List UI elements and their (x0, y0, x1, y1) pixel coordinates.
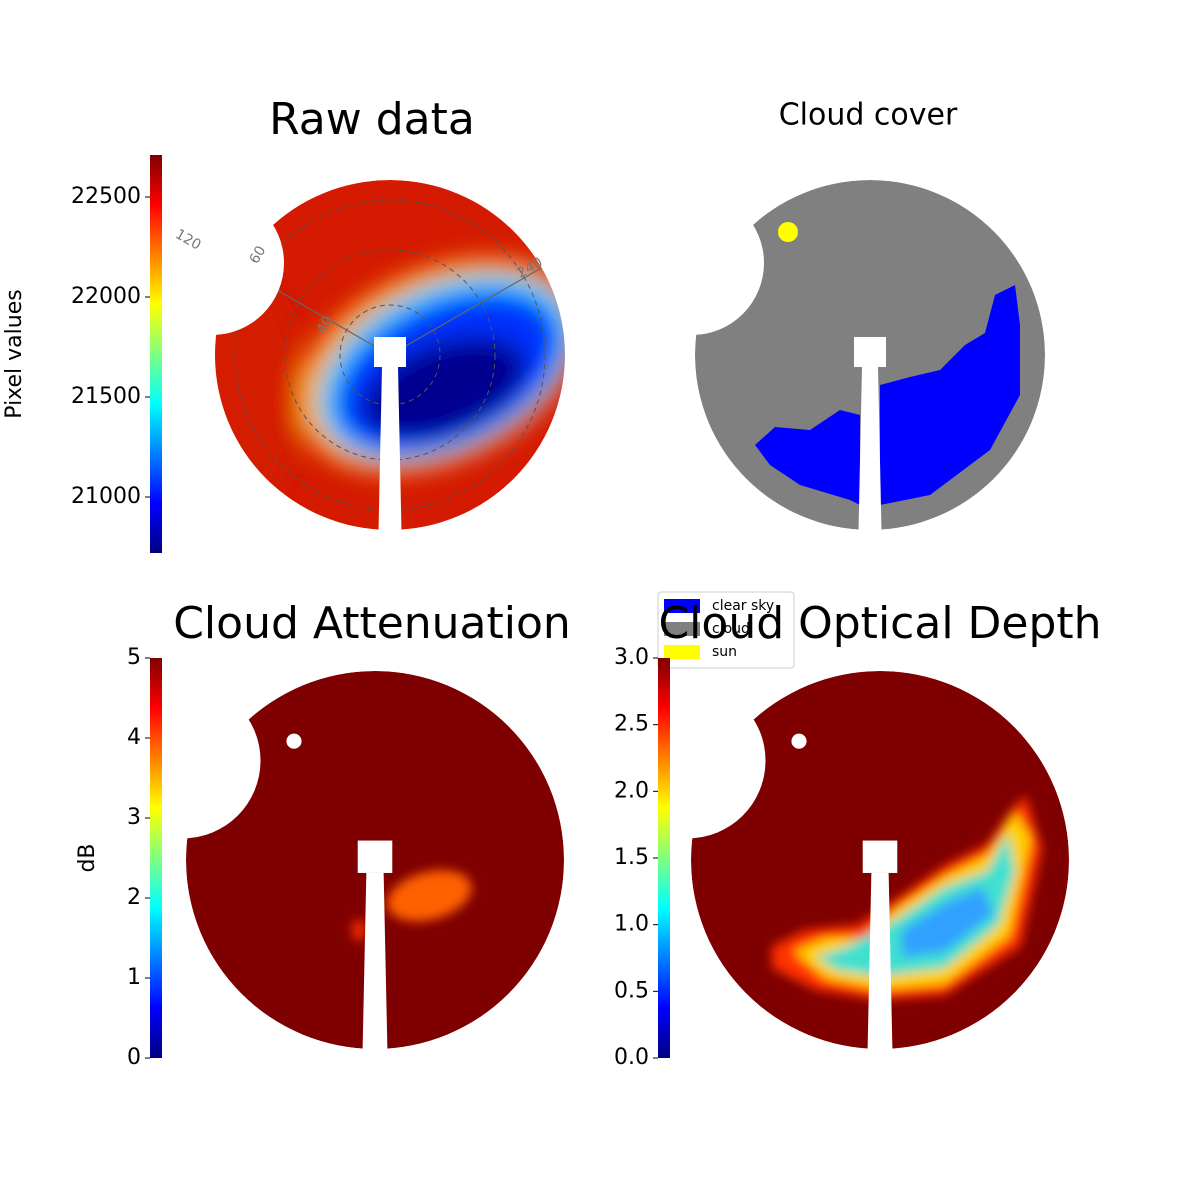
colorbar-tick-label: 22500 (71, 184, 141, 209)
colorbar-tick-label: 21000 (71, 484, 141, 509)
polar-axis (389, 239, 591, 356)
sky-image (186, 671, 564, 1049)
sky-image-content (186, 671, 564, 1049)
image-blob (772, 795, 1042, 1001)
image-blob (352, 870, 472, 941)
colorbar-tick-label: 3 (127, 805, 141, 830)
panel-title: Cloud Optical Depth (658, 598, 1101, 649)
colorbar-tick-label: 2 (127, 885, 141, 910)
sky-image-content (691, 671, 1069, 1049)
polar-grid (234, 199, 546, 511)
image-region (180, 275, 300, 515)
polar-label: 40 (314, 313, 337, 336)
legend-swatch (664, 599, 700, 613)
legend: clear sky cloud sun (657, 591, 795, 669)
colorbar-tick-label: 2.5 (614, 712, 649, 737)
colorbar-tick-label: 1 (127, 965, 141, 990)
legend-swatch (664, 645, 700, 659)
legend-label: sun (712, 644, 737, 660)
image-region (352, 919, 366, 941)
colorbar (150, 658, 162, 1058)
polar-label: 120 (172, 226, 203, 253)
colorbar-tick-label: 22000 (71, 284, 141, 309)
polar-grid (339, 304, 441, 406)
image-region (901, 887, 994, 958)
panel-title: Cloud Attenuation (173, 598, 571, 649)
colorbar-tick-label: 0.5 (614, 978, 649, 1003)
image-region (815, 833, 1015, 977)
polar-grid (284, 249, 496, 461)
colorbar-tick-label: 3.0 (614, 645, 649, 670)
sky-image (180, 180, 591, 530)
colorbar-tick-label: 2.0 (614, 778, 649, 803)
image-region (387, 870, 472, 922)
polar-axis (189, 239, 391, 356)
image-blob (180, 258, 581, 515)
panel-title: Raw data (269, 94, 475, 145)
legend-label: cloud (712, 621, 750, 637)
colorbar-label: dB (75, 843, 100, 872)
sky-image-content (695, 180, 1045, 530)
image-bg (186, 671, 564, 1049)
sky-image (695, 180, 1045, 530)
colorbar-tick-label: 5 (127, 645, 141, 670)
sky-image-content (180, 180, 591, 530)
sky-image (691, 671, 1069, 1049)
colorbar-tick-label: 0 (127, 1045, 141, 1070)
colorbar-tick-label: 4 (127, 725, 141, 750)
polar-label: 60 (247, 243, 270, 266)
colorbar-label: Pixel values (2, 289, 27, 418)
image-region (363, 336, 527, 440)
colorbar (658, 658, 670, 1058)
colorbar-tick-label: 0.0 (614, 1045, 649, 1070)
clear-sky-region (722, 220, 740, 285)
sun (778, 222, 798, 242)
colorbar-tick-label: 1.5 (614, 845, 649, 870)
legend-label: clear sky (712, 598, 774, 614)
legend-swatch (664, 622, 700, 636)
sun-hole (286, 733, 302, 749)
colorbar (150, 155, 162, 553)
colorbar-tick-label: 1.0 (614, 912, 649, 937)
colorbar-tick-label: 21500 (71, 384, 141, 409)
panel-title: Cloud cover (779, 98, 958, 133)
clear-sky-region (755, 285, 1020, 505)
sun-hole (791, 733, 807, 749)
